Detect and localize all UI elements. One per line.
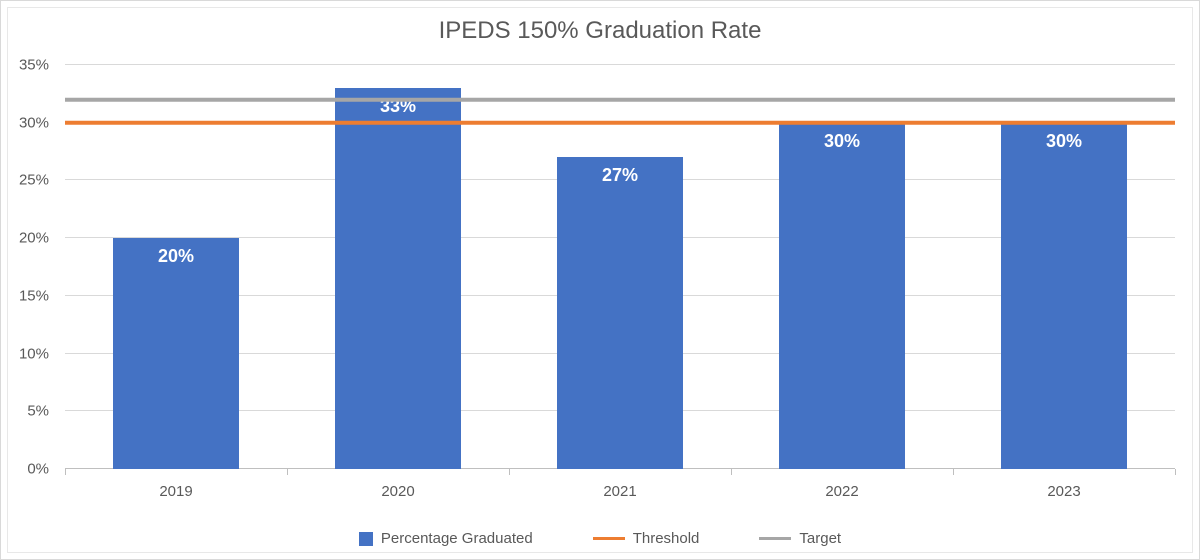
- x-axis: 2019 2020 2021 2022 2023: [65, 477, 1175, 505]
- y-axis: 0%5%10%15%20%25%30%35%: [1, 65, 57, 469]
- bar-value-label: 20%: [158, 246, 194, 267]
- x-tick: [509, 469, 510, 475]
- bar: 30%: [1001, 123, 1128, 469]
- bar-value-label: 27%: [602, 165, 638, 186]
- legend-swatch-line: [759, 537, 791, 541]
- y-tick-label: 0%: [27, 461, 49, 478]
- bar-value-label: 30%: [1046, 131, 1082, 152]
- plot-area: 20% 33% 27% 30% 30%: [65, 65, 1175, 469]
- y-tick-label: 30%: [19, 114, 49, 131]
- y-tick-label: 35%: [19, 57, 49, 74]
- legend-label: Threshold: [633, 530, 700, 547]
- legend-swatch-box: [359, 532, 373, 546]
- legend-item: Threshold: [593, 530, 700, 547]
- x-tick-label: 2022: [825, 483, 858, 500]
- bar: 20%: [113, 238, 240, 469]
- y-tick-label: 15%: [19, 287, 49, 304]
- x-tick: [731, 469, 732, 475]
- gridline: [65, 64, 1175, 65]
- legend-item: Percentage Graduated: [359, 530, 533, 547]
- y-tick-label: 5%: [27, 403, 49, 420]
- bar: 30%: [779, 123, 906, 469]
- legend-label: Percentage Graduated: [381, 530, 533, 547]
- bar: 33%: [335, 88, 462, 469]
- y-tick-label: 10%: [19, 345, 49, 362]
- x-tick: [287, 469, 288, 475]
- target-line: [65, 98, 1175, 102]
- x-tick: [1175, 469, 1176, 475]
- x-tick-label: 2023: [1047, 483, 1080, 500]
- bar-value-label: 30%: [824, 131, 860, 152]
- x-tick-label: 2021: [603, 483, 636, 500]
- threshold-line: [65, 121, 1175, 125]
- x-tick: [65, 469, 66, 475]
- y-tick-label: 25%: [19, 172, 49, 189]
- chart-container: IPEDS 150% Graduation Rate 0% 5% 10% 15% 20%…: [0, 0, 1200, 560]
- legend-item: Target: [759, 530, 841, 547]
- chart-title: IPEDS 150% Graduation Rate: [9, 17, 1191, 45]
- bar: 27%: [557, 157, 684, 469]
- legend-swatch-line: [593, 537, 625, 541]
- x-tick: [953, 469, 954, 475]
- legend-label: Target: [799, 530, 841, 547]
- x-tick-label: 2020: [381, 483, 414, 500]
- y-tick-label: 20%: [19, 230, 49, 247]
- x-tick-label: 2019: [159, 483, 192, 500]
- legend: Percentage Graduated Threshold Target: [1, 530, 1199, 547]
